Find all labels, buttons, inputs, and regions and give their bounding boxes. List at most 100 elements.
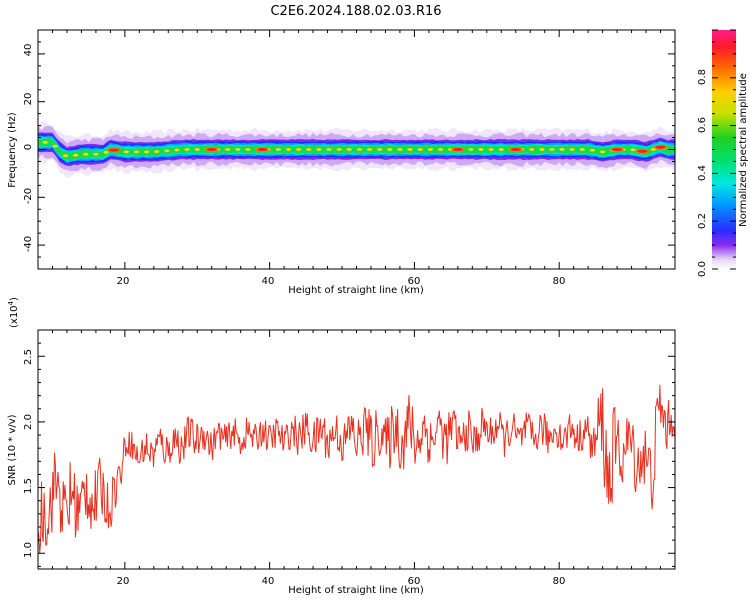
spectrogram-spot	[194, 148, 200, 151]
colorbar-tick: 0.8	[697, 69, 708, 85]
spectrogram-spot	[529, 148, 535, 151]
spectrogram-hotspot	[637, 149, 648, 153]
spectrogram-ridge	[38, 120, 675, 179]
spectrogram-y-tick: 20	[23, 93, 34, 106]
spectrogram-spot	[589, 148, 596, 152]
spectrogram-spot	[356, 148, 362, 151]
spectrogram-spot	[306, 148, 312, 151]
snr-y-tick: 1.0	[23, 542, 34, 558]
spectrogram-y-tick: -20	[23, 188, 34, 204]
spectrogram-hotspot	[612, 148, 623, 151]
snr-y-tick: 2.0	[23, 414, 34, 430]
spectrogram-spot	[437, 148, 444, 151]
spectrogram-spot	[62, 154, 69, 158]
spectrogram-spot	[478, 148, 484, 151]
snr-multiplier: (x104)	[7, 297, 20, 328]
spectrogram-ticks	[38, 29, 675, 270]
spectrogram-spot	[326, 148, 332, 151]
spectrogram-x-label: Height of straight line (km)	[288, 285, 424, 296]
spectrogram-hotspot	[510, 148, 521, 151]
spectrogram-hotspot	[655, 145, 666, 149]
snr-x-tick: 40	[262, 576, 275, 587]
spectrogram-spot	[316, 148, 322, 151]
colorbar-tick: 0.0	[697, 261, 708, 277]
spectrogram-spot	[630, 148, 636, 152]
spectrogram-hotspot	[109, 148, 120, 152]
spectrogram-x-tick: 20	[117, 276, 130, 287]
spectrogram-spot	[174, 148, 180, 152]
snr-x-tick: 80	[553, 576, 566, 587]
spectrogram-spot	[427, 148, 433, 151]
spectrogram-y-tick: -40	[23, 236, 34, 252]
spectrogram-panel: 20 40 60 80 40 20 0 -20 -40 Height of st…	[7, 29, 676, 296]
snr-multiplier-base: (x10	[9, 305, 20, 328]
spectrogram-spot	[569, 148, 575, 151]
colorbar: 0.0 0.2 0.4 0.6 0.8 Normalized spectral …	[697, 29, 749, 277]
snr-x-label: Height of straight line (km)	[288, 585, 424, 596]
snr-y-label: SNR (10 * v/v)	[7, 414, 18, 485]
spectrogram-spot	[103, 150, 109, 154]
spectrogram-spot	[559, 148, 565, 151]
colorbar-label: Normalized spectral amplitude	[738, 73, 749, 227]
snr-y-tick: 1.5	[23, 478, 34, 494]
spectrogram-hotspot	[452, 148, 463, 151]
spectrogram-spot	[143, 150, 150, 154]
spectrogram-spot	[123, 150, 129, 154]
snr-series-line	[38, 384, 675, 554]
spectrogram-x-tick: 60	[408, 276, 421, 287]
svg-text:(x104): (x104)	[7, 297, 20, 328]
spectrogram-spot	[397, 148, 403, 151]
spectrogram-spot	[539, 148, 545, 151]
spectrogram-spot	[417, 148, 423, 151]
colorbar-ticks	[712, 29, 736, 270]
figure-title: C2E6.2024.188.02.03.R16	[270, 4, 441, 19]
spectrogram-x-tick: 40	[262, 276, 275, 287]
spectrogram-spot	[650, 148, 656, 151]
snr-y-tick: 2.5	[23, 349, 34, 365]
spectrogram-spot	[579, 148, 585, 151]
snr-panel: 20 40 60 80 1.0 1.5 2.0 2.5 Height of st…	[7, 297, 676, 596]
spectrogram-spot	[73, 153, 79, 157]
colorbar-tick: 0.4	[697, 165, 708, 181]
spectrogram-spot	[275, 148, 281, 151]
spectrogram-spot	[245, 148, 251, 151]
spectrogram-spot	[549, 148, 555, 151]
spectrogram-spot	[377, 148, 383, 151]
spectrogram-y-tick: 0	[23, 144, 34, 150]
spectrogram-spot	[346, 148, 352, 151]
snr-multiplier-exponent: 4	[7, 300, 15, 305]
spectrogram-spot	[164, 149, 170, 153]
colorbar-gradient	[712, 30, 736, 269]
spectrogram-spot	[133, 150, 140, 154]
spectrogram-spot	[225, 148, 231, 151]
spectrogram-spot	[93, 152, 99, 156]
spectrogram-spot	[154, 150, 160, 154]
spectrogram-spot	[600, 150, 606, 154]
spectrogram-hotspot	[206, 148, 217, 151]
spectrogram-spot	[336, 148, 342, 151]
snr-x-tick: 60	[408, 576, 421, 587]
spectrogram-x-tick: 80	[553, 276, 566, 287]
spectrogram-spot	[488, 148, 494, 151]
spectrogram-spot	[42, 140, 48, 144]
spectrogram-spot	[498, 148, 504, 151]
spectrogram-spot	[366, 148, 373, 151]
snr-ticks	[38, 330, 675, 569]
spectrogram-spot	[407, 148, 413, 151]
spectrogram-y-label: Frequency (Hz)	[7, 112, 18, 188]
spectrogram-spot	[387, 148, 393, 151]
spectrogram-spot	[52, 144, 58, 148]
spectrogram-spot	[468, 148, 474, 151]
spectrogram-spot	[83, 152, 89, 156]
spectrogram-hotspot	[257, 148, 268, 151]
spectrogram-spot	[295, 148, 302, 151]
colorbar-tick: 0.2	[697, 213, 708, 229]
snr-multiplier-close: )	[9, 297, 20, 301]
spectrogram-y-tick: 40	[23, 44, 34, 57]
spectrogram-spot	[285, 148, 292, 151]
spectrogram-spot	[235, 148, 241, 151]
snr-x-tick: 20	[117, 576, 130, 587]
spectrogram-band	[38, 138, 675, 161]
spectrogram-spot	[184, 148, 190, 151]
